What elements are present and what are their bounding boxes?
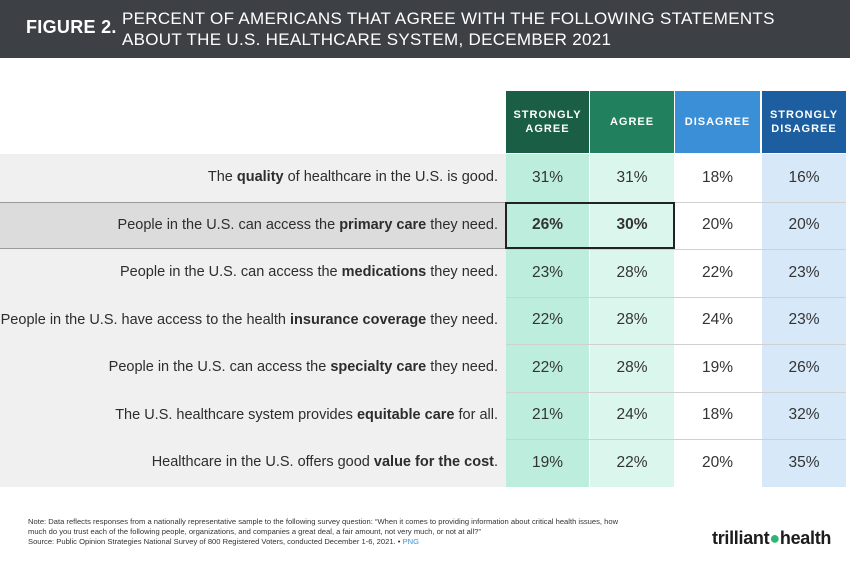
- value-cell: 21%: [531, 406, 564, 424]
- value-cell: 30%: [616, 216, 648, 234]
- column-header-label: STRONGLY DISAGREE: [770, 108, 838, 136]
- column-header-line: DISAGREE: [684, 116, 751, 128]
- column-header: DISAGREE: [675, 91, 760, 153]
- statement-label: People in the U.S. can access the specia…: [109, 359, 498, 375]
- value-cell: 20%: [701, 216, 734, 234]
- figure-title-line-1: PERCENT OF AMERICANS THAT AGREE WITH THE…: [122, 9, 775, 28]
- value-cell: 26%: [788, 358, 820, 376]
- column-header-line: AGREE: [609, 116, 655, 128]
- highlight-box: [505, 201, 675, 249]
- value-cell: 16%: [788, 168, 820, 186]
- statement-keyword: insurance coverage: [290, 311, 427, 328]
- column-background: [590, 154, 674, 487]
- column-header-line: DISAGREE: [771, 123, 837, 135]
- column-background: [506, 154, 589, 487]
- logo-leaf-icon: ●: [769, 528, 780, 548]
- highlight-row-border: [0, 201, 506, 249]
- statement-keyword: specialty care: [330, 359, 427, 375]
- statement-text: they need.: [426, 311, 498, 328]
- value-cell: 20%: [788, 216, 820, 234]
- source-text: Source: Public Opinion Strategies Nation…: [28, 537, 401, 546]
- column-header: STRONGLY DISAGREE: [762, 91, 846, 153]
- logo-text-trilliant: trilliant: [712, 528, 770, 548]
- value-cell: 23%: [788, 311, 820, 329]
- statement-text: they need.: [426, 359, 498, 375]
- statement-text: People in the U.S. can access the: [117, 216, 340, 233]
- statement-label: Healthcare in the U.S. offers good value…: [152, 454, 498, 470]
- note-line-1: Note: Data reflects responses from a nat…: [28, 517, 619, 526]
- column-header: STRONGLY AGREE: [506, 91, 589, 153]
- row-label-background: [0, 439, 506, 487]
- statement-keyword: primary care: [339, 216, 427, 233]
- statement-label: People in the U.S. can access the primar…: [118, 217, 498, 233]
- value-cell: 22%: [701, 263, 734, 281]
- statement-keyword: equitable care: [356, 406, 455, 423]
- value-cell: 18%: [701, 406, 734, 424]
- statement-label: The quality of healthcare in the U.S. is…: [208, 169, 498, 185]
- row-label-background: [0, 154, 506, 202]
- statement-text: People in the U.S. can access the: [119, 264, 342, 280]
- value-cell: 19%: [701, 358, 734, 376]
- column-header-line: AGREE: [525, 123, 570, 135]
- value-cell: 28%: [616, 263, 648, 281]
- figure-title-line-2: ABOUT THE U.S. HEALTHCARE SYSTEM, DECEMB…: [122, 30, 612, 49]
- statement-text: The: [207, 169, 237, 185]
- statement-text: for all.: [454, 406, 499, 423]
- value-cell: 32%: [788, 406, 820, 424]
- value-cell: 23%: [531, 263, 564, 281]
- row-label-background: [0, 249, 506, 297]
- value-cell: 23%: [788, 263, 820, 281]
- statement-text: Healthcare in the U.S. offers good: [151, 454, 374, 470]
- value-cell: 31%: [616, 168, 648, 186]
- value-cell: 28%: [616, 358, 648, 376]
- statement-keyword: value for the cost: [373, 454, 494, 470]
- value-cell: 20%: [701, 453, 734, 471]
- statement-text: they need.: [426, 216, 498, 233]
- figure-header: FIGURE 2. PERCENT OF AMERICANS THAT AGRE…: [0, 0, 850, 58]
- column-background: [675, 154, 760, 487]
- row-label-background: [0, 296, 506, 344]
- column-header-label: DISAGREE: [685, 115, 750, 129]
- statement-keyword: medications: [341, 264, 427, 280]
- column-header: AGREE: [590, 91, 674, 153]
- row-label-background: [0, 344, 506, 392]
- statement-text: People in the U.S. can access the: [108, 359, 331, 375]
- statement-label: The U.S. healthcare system provides equi…: [115, 407, 498, 423]
- statement-text: of healthcare in the U.S. is good.: [283, 169, 498, 185]
- footnote: Note: Data reflects responses from a nat…: [28, 517, 718, 547]
- statement-label: People in the U.S. can access the medica…: [120, 264, 498, 280]
- statement-text: People in the U.S. have access to the he…: [0, 311, 291, 328]
- source-line: Source: Public Opinion Strategies Nation…: [28, 537, 718, 547]
- value-cell: 22%: [531, 311, 564, 329]
- value-cell: 31%: [531, 168, 564, 186]
- logo-text-health: health: [779, 528, 832, 548]
- value-cell: 22%: [616, 453, 648, 471]
- figure-title: PERCENT OF AMERICANS THAT AGREE WITH THE…: [122, 8, 822, 50]
- value-cell: 19%: [531, 453, 564, 471]
- statement-text: they need.: [426, 264, 498, 280]
- column-header-label: AGREE: [610, 115, 654, 129]
- value-cell: 24%: [616, 406, 648, 424]
- value-cell: 24%: [701, 311, 734, 329]
- column-header-label: STRONGLY AGREE: [513, 108, 581, 136]
- statement-text: The U.S. healthcare system provides: [115, 406, 357, 423]
- row-label-background: [0, 201, 506, 249]
- value-cell: 26%: [531, 216, 564, 234]
- statement-label: People in the U.S. have access to the he…: [1, 312, 498, 328]
- value-cell: 22%: [531, 358, 564, 376]
- figure-label: FIGURE 2.: [26, 17, 117, 37]
- statement-keyword: quality: [236, 169, 284, 185]
- value-cell: 35%: [788, 453, 820, 471]
- trilliant-health-logo: trilliant●health: [712, 528, 831, 549]
- row-label-background: [0, 391, 506, 439]
- column-background: [762, 154, 846, 487]
- note-line-2: much do you trust each of the following …: [28, 527, 481, 536]
- column-header-line: STRONGLY: [769, 109, 839, 121]
- statement-text: .: [493, 454, 498, 470]
- value-cell: 28%: [616, 311, 648, 329]
- column-header-line: STRONGLY: [513, 109, 582, 121]
- png-link[interactable]: PNG: [402, 537, 420, 546]
- value-cell: 18%: [701, 168, 734, 186]
